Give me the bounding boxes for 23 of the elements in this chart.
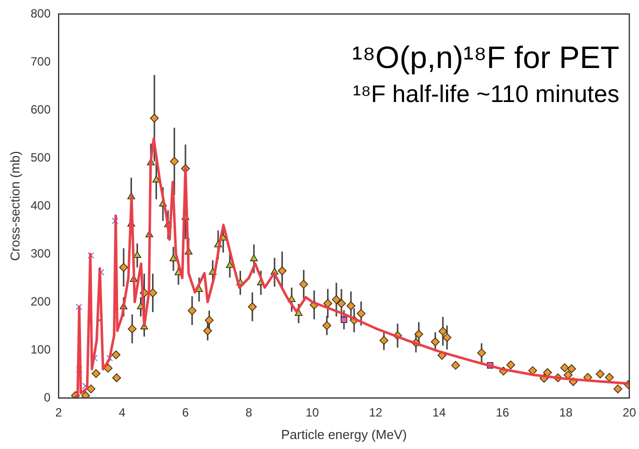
x-tick-label: 4 [118, 406, 126, 420]
x-tick-label: 14 [432, 406, 446, 420]
x-tick-label: 16 [496, 406, 510, 420]
y-tick-label: 500 [30, 150, 51, 164]
x-tick-label: 2 [55, 406, 62, 420]
y-tick-label: 700 [30, 54, 51, 68]
y-tick-label: 100 [30, 342, 51, 356]
y-tick-label: 600 [30, 102, 51, 116]
annotation: ¹⁸F half-life ~110 minutes [352, 81, 620, 108]
y-tick-label: 800 [30, 6, 51, 20]
y-tick-label: 400 [30, 198, 51, 212]
x-tick-label: 20 [622, 406, 636, 420]
x-axis-title: Particle energy (MeV) [281, 426, 407, 442]
x-tick-label: 18 [559, 406, 573, 420]
y-axis-title: Cross-section (mb) [7, 151, 22, 261]
x-tick-label: 12 [369, 406, 383, 420]
y-tick-label: 200 [30, 294, 51, 308]
x-tick-label: 8 [246, 406, 253, 420]
x-tick-label: 6 [182, 406, 190, 420]
y-tick-label: 300 [30, 246, 51, 260]
x-tick-label: 10 [306, 406, 320, 420]
y-tick-label: 0 [44, 390, 51, 404]
annotation: ¹⁸O(p,n)¹⁸F for PET [352, 40, 620, 75]
